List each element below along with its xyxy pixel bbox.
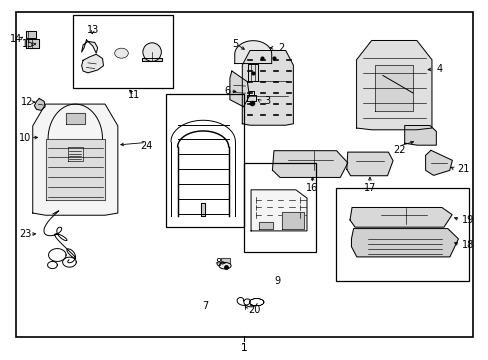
- Polygon shape: [250, 190, 306, 231]
- Bar: [73, 15, 172, 88]
- Text: 24: 24: [140, 141, 152, 152]
- Text: 19: 19: [461, 215, 474, 225]
- Polygon shape: [375, 65, 412, 111]
- Text: 16: 16: [306, 183, 318, 193]
- Polygon shape: [234, 41, 271, 64]
- Polygon shape: [201, 203, 204, 216]
- Polygon shape: [68, 148, 82, 161]
- Text: 9: 9: [274, 276, 280, 286]
- Polygon shape: [349, 207, 451, 227]
- Text: 1: 1: [241, 343, 247, 353]
- Polygon shape: [81, 54, 103, 73]
- Text: 11: 11: [127, 90, 140, 100]
- Ellipse shape: [115, 48, 128, 58]
- Polygon shape: [142, 58, 162, 62]
- Ellipse shape: [219, 262, 231, 269]
- Polygon shape: [346, 152, 392, 176]
- Polygon shape: [26, 31, 36, 38]
- Text: 3: 3: [264, 96, 269, 107]
- Text: 6: 6: [224, 86, 230, 96]
- Polygon shape: [65, 113, 85, 124]
- Polygon shape: [229, 71, 249, 107]
- Bar: [165, 94, 243, 227]
- Text: 15: 15: [22, 39, 34, 49]
- Text: 8: 8: [215, 258, 221, 268]
- Bar: [243, 163, 316, 252]
- Polygon shape: [81, 40, 98, 53]
- Text: 7: 7: [202, 301, 208, 311]
- Text: 4: 4: [436, 64, 442, 74]
- Text: 21: 21: [457, 164, 469, 174]
- Text: 18: 18: [461, 240, 474, 250]
- Text: 5: 5: [232, 39, 238, 49]
- Polygon shape: [351, 229, 458, 257]
- Text: 12: 12: [20, 97, 33, 107]
- Polygon shape: [272, 151, 347, 177]
- Polygon shape: [404, 126, 435, 145]
- Polygon shape: [34, 99, 45, 111]
- Text: 14: 14: [10, 34, 22, 44]
- Polygon shape: [356, 41, 431, 130]
- Text: 1: 1: [241, 343, 247, 353]
- Bar: [335, 188, 468, 281]
- Polygon shape: [249, 91, 254, 95]
- Polygon shape: [242, 50, 293, 125]
- Polygon shape: [248, 64, 258, 81]
- Ellipse shape: [142, 43, 161, 62]
- Text: 13: 13: [86, 25, 99, 35]
- Text: 20: 20: [248, 305, 260, 315]
- Polygon shape: [26, 39, 39, 48]
- Polygon shape: [33, 104, 118, 215]
- Text: 17: 17: [363, 183, 375, 193]
- Text: 10: 10: [19, 133, 31, 143]
- Text: 2: 2: [278, 43, 284, 53]
- Polygon shape: [45, 139, 105, 200]
- Text: 22: 22: [392, 145, 405, 155]
- Polygon shape: [247, 95, 256, 102]
- Polygon shape: [259, 222, 273, 229]
- Text: 23: 23: [19, 229, 31, 239]
- Polygon shape: [221, 258, 229, 263]
- Polygon shape: [425, 150, 451, 175]
- Polygon shape: [281, 212, 304, 229]
